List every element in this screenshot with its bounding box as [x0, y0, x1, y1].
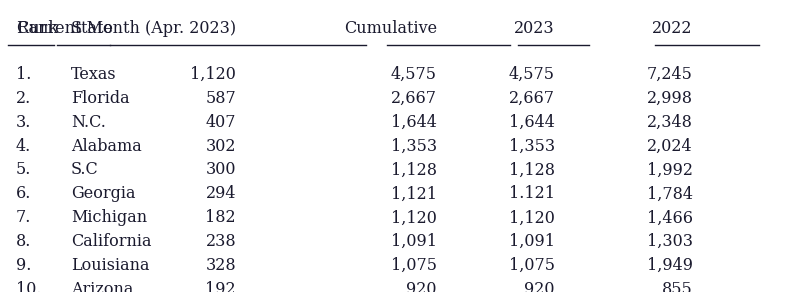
Text: State: State [71, 20, 114, 37]
Text: 2,667: 2,667 [391, 90, 437, 107]
Text: 2023: 2023 [514, 20, 555, 37]
Text: 2,667: 2,667 [509, 90, 555, 107]
Text: 4,575: 4,575 [509, 66, 555, 83]
Text: 2022: 2022 [652, 20, 693, 37]
Text: 1,303: 1,303 [647, 233, 693, 250]
Text: Michigan: Michigan [71, 209, 147, 226]
Text: 238: 238 [205, 233, 236, 250]
Text: 1,121: 1,121 [391, 185, 437, 202]
Text: 1,353: 1,353 [508, 138, 555, 154]
Text: 3.: 3. [16, 114, 31, 131]
Text: 1,784: 1,784 [647, 185, 693, 202]
Text: 8.: 8. [16, 233, 31, 250]
Text: Louisiana: Louisiana [71, 257, 150, 274]
Text: 2.: 2. [16, 90, 31, 107]
Text: N.C.: N.C. [71, 114, 105, 131]
Text: 587: 587 [205, 90, 236, 107]
Text: Current Month (Apr. 2023): Current Month (Apr. 2023) [17, 20, 236, 37]
Text: 5.: 5. [16, 161, 31, 178]
Text: 2,348: 2,348 [647, 114, 693, 131]
Text: 294: 294 [205, 185, 236, 202]
Text: 1,120: 1,120 [509, 209, 555, 226]
Text: 1,644: 1,644 [391, 114, 437, 131]
Text: 182: 182 [205, 209, 236, 226]
Text: 1,091: 1,091 [391, 233, 437, 250]
Text: 407: 407 [205, 114, 236, 131]
Text: 2,024: 2,024 [647, 138, 693, 154]
Text: Georgia: Georgia [71, 185, 135, 202]
Text: Texas: Texas [71, 66, 116, 83]
Text: 300: 300 [205, 161, 236, 178]
Text: 1.121: 1.121 [509, 185, 555, 202]
Text: 7,245: 7,245 [647, 66, 693, 83]
Text: 4.: 4. [16, 138, 31, 154]
Text: 7.: 7. [16, 209, 31, 226]
Text: 1,075: 1,075 [509, 257, 555, 274]
Text: 6.: 6. [16, 185, 31, 202]
Text: 1.: 1. [16, 66, 31, 83]
Text: 1,120: 1,120 [391, 209, 437, 226]
Text: 855: 855 [662, 281, 693, 292]
Text: California: California [71, 233, 151, 250]
Text: 1,466: 1,466 [647, 209, 693, 226]
Text: 920: 920 [406, 281, 437, 292]
Text: 1,120: 1,120 [190, 66, 236, 83]
Text: Cumulative: Cumulative [344, 20, 437, 37]
Text: Florida: Florida [71, 90, 129, 107]
Text: 4,575: 4,575 [391, 66, 437, 83]
Text: 10.: 10. [16, 281, 41, 292]
Text: 1,128: 1,128 [391, 161, 437, 178]
Text: 1,353: 1,353 [390, 138, 437, 154]
Text: Arizona: Arizona [71, 281, 133, 292]
Text: 1,992: 1,992 [647, 161, 693, 178]
Text: 2,998: 2,998 [647, 90, 693, 107]
Text: 1,644: 1,644 [509, 114, 555, 131]
Text: 192: 192 [205, 281, 236, 292]
Text: 302: 302 [205, 138, 236, 154]
Text: 328: 328 [205, 257, 236, 274]
Text: 1,075: 1,075 [391, 257, 437, 274]
Text: 920: 920 [524, 281, 555, 292]
Text: 1,949: 1,949 [647, 257, 693, 274]
Text: 1,091: 1,091 [509, 233, 555, 250]
Text: Alabama: Alabama [71, 138, 142, 154]
Text: 9.: 9. [16, 257, 31, 274]
Text: Rank: Rank [16, 20, 58, 37]
Text: 1,128: 1,128 [509, 161, 555, 178]
Text: S.C: S.C [71, 161, 98, 178]
